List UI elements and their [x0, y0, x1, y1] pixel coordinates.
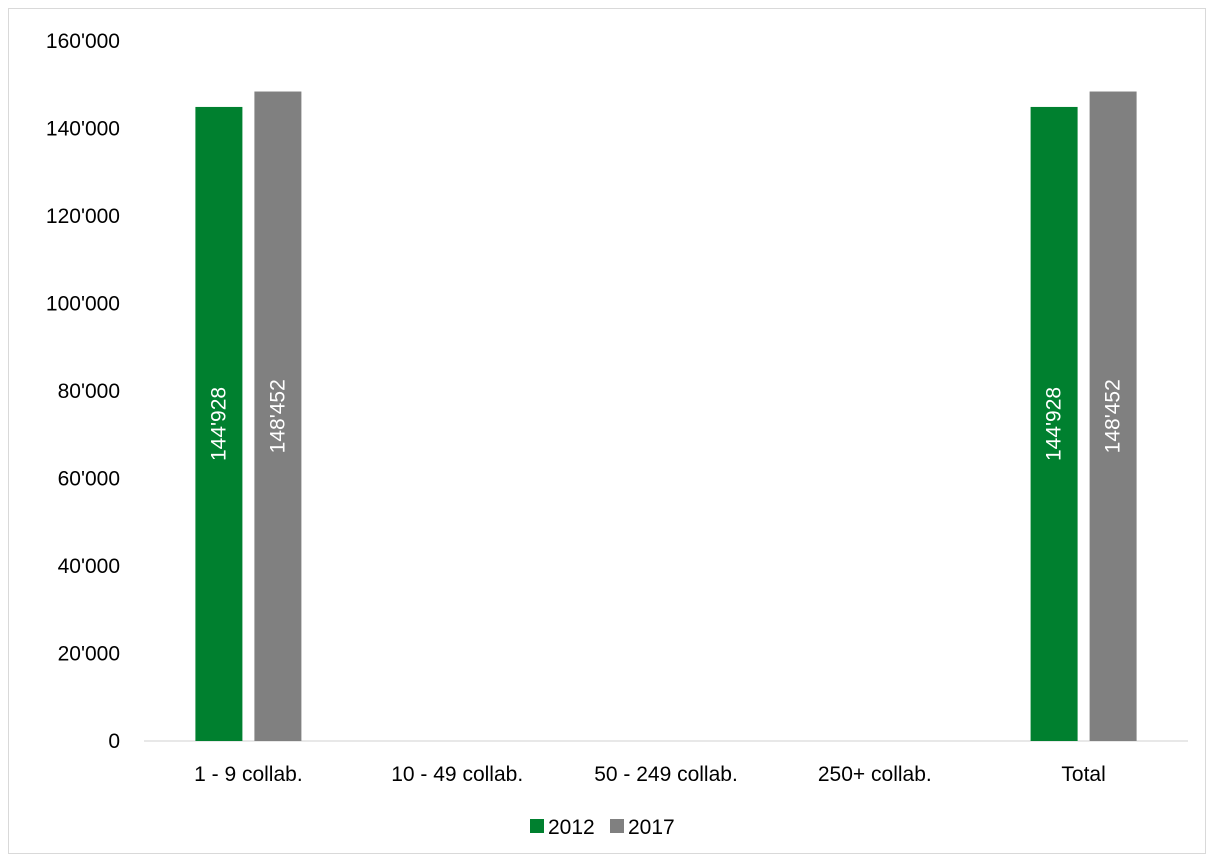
bar-2017 [1089, 91, 1137, 741]
y-tick-label: 100'000 [46, 293, 120, 316]
data-label: 144'928 [1043, 387, 1066, 461]
legend-swatch-2017 [610, 819, 624, 833]
x-tick-label: 50 - 249 collab. [594, 763, 738, 786]
x-tick-label: Total [1061, 763, 1105, 786]
x-axis-tick-labels: 1 - 9 collab. 10 - 49 collab. 50 - 249 col… [194, 763, 1106, 786]
data-label: 148'452 [266, 379, 289, 453]
x-tick-label: 10 - 49 collab. [391, 763, 523, 786]
x-tick-label: 250+ collab. [818, 763, 932, 786]
legend: 2012 2017 [530, 816, 675, 839]
y-tick-label: 60'000 [58, 468, 120, 491]
x-tick-label: 1 - 9 collab. [194, 763, 303, 786]
y-tick-label: 20'000 [58, 643, 120, 666]
y-tick-label: 0 [108, 730, 120, 753]
y-tick-label: 80'000 [58, 380, 120, 403]
legend-swatch-2012 [530, 819, 544, 833]
bar-2017 [254, 91, 302, 741]
y-tick-label: 40'000 [58, 555, 120, 578]
y-tick-label: 140'000 [46, 118, 120, 141]
data-label: 148'452 [1102, 379, 1125, 453]
legend-label: 2012 [548, 816, 595, 839]
y-axis-tick-labels: 0 20'000 40'000 60'000 80'000 100'000 120'000 1… [46, 30, 120, 753]
y-tick-label: 120'000 [46, 205, 120, 228]
bars [195, 91, 1137, 741]
data-labels: 144'928 148'452 144'928 148'452 [207, 379, 1124, 461]
legend-label: 2017 [628, 816, 675, 839]
y-tick-label: 160'000 [46, 30, 120, 53]
data-label: 144'928 [207, 387, 230, 461]
bar-2012 [195, 106, 243, 741]
bar-2012 [1030, 106, 1078, 741]
